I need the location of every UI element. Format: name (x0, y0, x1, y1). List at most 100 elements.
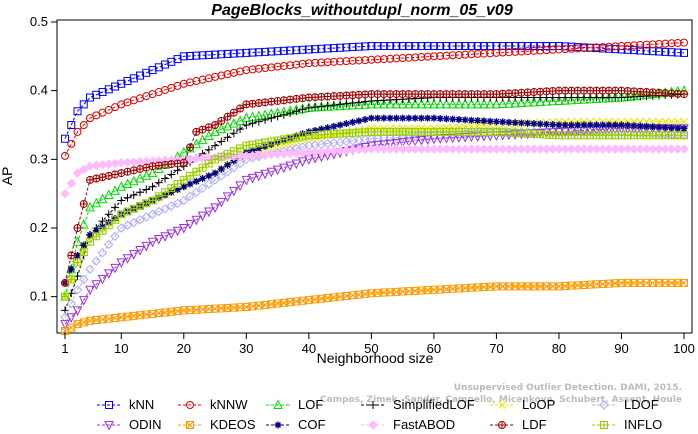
data-point (322, 101, 333, 111)
data-point (210, 126, 220, 136)
data-point (222, 166, 233, 177)
x-tick-label: 40 (302, 341, 316, 356)
data-point (673, 48, 682, 57)
data-point (410, 144, 420, 154)
data-point (141, 170, 152, 180)
data-point (486, 117, 494, 125)
data-point (461, 116, 469, 124)
data-point (630, 122, 638, 130)
data-point (422, 144, 433, 154)
data-point (473, 49, 482, 58)
legend-marker (368, 420, 378, 430)
data-point (78, 218, 89, 229)
data-point (542, 42, 551, 51)
legend-item-simplifiedlof: SimplifiedLOF (361, 397, 475, 412)
legend-label: KDEOS (210, 417, 256, 432)
data-point (129, 74, 138, 83)
data-point (467, 50, 476, 59)
data-point (216, 123, 227, 134)
data-point (642, 46, 651, 55)
data-point (161, 60, 170, 69)
data-point (78, 296, 89, 306)
data-point (654, 39, 663, 48)
data-point (354, 56, 363, 65)
data-point (67, 251, 76, 260)
data-point (73, 258, 82, 267)
data-point (317, 44, 326, 53)
data-point (217, 165, 225, 173)
legend-label: ODIN (129, 417, 162, 432)
data-point (505, 118, 513, 126)
data-point (329, 44, 338, 53)
data-point (92, 90, 101, 99)
data-point (485, 144, 495, 154)
data-point (292, 46, 301, 55)
data-point (579, 93, 589, 104)
data-point (128, 175, 139, 186)
data-point (536, 46, 545, 55)
data-point (186, 171, 195, 180)
data-point (186, 143, 195, 152)
data-point (110, 263, 120, 274)
data-point (435, 98, 445, 109)
data-point (185, 191, 195, 202)
data-point (511, 42, 520, 51)
plot-frame (56, 19, 693, 334)
data-point (136, 71, 145, 80)
data-point (167, 188, 175, 196)
data-point (385, 139, 395, 150)
data-point (361, 56, 370, 65)
data-point (411, 53, 420, 62)
data-point (516, 144, 527, 154)
data-point (61, 151, 69, 160)
data-point (372, 98, 383, 109)
data-point (336, 57, 345, 66)
data-point (229, 186, 239, 197)
data-point (554, 45, 563, 54)
data-point (154, 206, 164, 217)
data-point (148, 66, 157, 75)
legend-marker (186, 421, 194, 429)
data-point (486, 49, 495, 58)
data-point (674, 124, 682, 132)
data-point (523, 47, 532, 56)
data-point (423, 42, 432, 51)
data-point (266, 167, 277, 178)
data-point (236, 104, 245, 113)
data-point (449, 115, 457, 123)
data-point (180, 183, 188, 191)
data-point (99, 223, 107, 231)
data-point (203, 207, 214, 218)
data-point (404, 137, 414, 148)
data-point (410, 98, 420, 109)
data-point (129, 217, 139, 228)
data-point (179, 195, 189, 206)
data-point (529, 42, 538, 51)
data-point (103, 269, 114, 279)
data-point (73, 107, 82, 116)
data-point (91, 256, 101, 266)
data-point (635, 144, 645, 154)
data-point (524, 119, 532, 127)
data-point (617, 42, 626, 51)
data-point (116, 223, 126, 233)
data-point (342, 99, 351, 108)
data-point (591, 144, 602, 154)
data-point (192, 177, 200, 185)
data-point (497, 144, 508, 154)
data-point (398, 42, 407, 51)
data-point (673, 117, 682, 126)
data-point (342, 43, 351, 52)
data-point (222, 120, 233, 131)
data-point (286, 46, 295, 55)
data-point (329, 57, 338, 66)
legend-marker (274, 421, 282, 429)
data-point (597, 92, 608, 103)
data-point (260, 169, 270, 180)
data-point (192, 167, 201, 176)
data-point (586, 121, 594, 129)
x-axis-label: Neighborhood size (317, 350, 434, 366)
data-point (397, 98, 408, 109)
data-point (291, 159, 302, 170)
data-point (580, 121, 588, 129)
